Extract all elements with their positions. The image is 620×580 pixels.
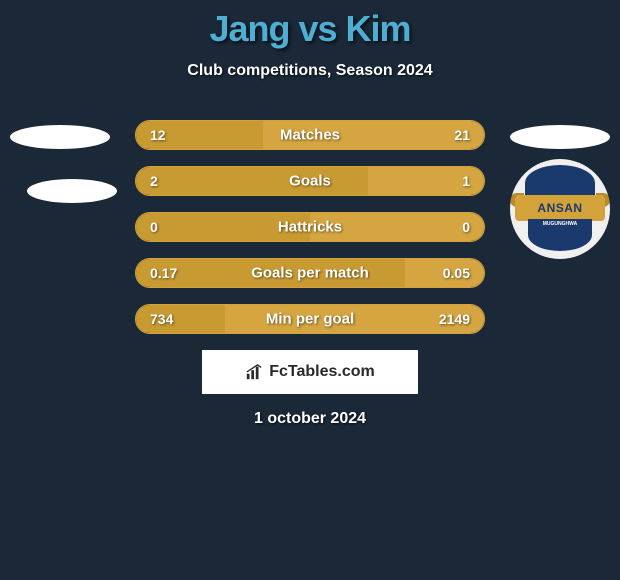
bar-segment-left (136, 167, 368, 195)
comparison-bars: Matches1221Goals21Hattricks00Goals per m… (135, 120, 485, 334)
club-badge: ANSAN MUGUNGHWA (510, 159, 610, 259)
bar-label: Goals (289, 173, 331, 190)
comparison-bar: Goals 2 1 (135, 166, 485, 196)
date-label: 1 october 2024 (0, 410, 620, 428)
footer-brand-text: FcTables.com (269, 363, 375, 381)
player-left-avatar (0, 110, 120, 203)
bar-value-left: 734 (150, 311, 173, 327)
bar-value-left: 0 (150, 219, 158, 235)
badge-band: ANSAN (515, 195, 605, 221)
avatar-placeholder-ellipse (27, 179, 117, 203)
bar-value-right: 0 (462, 219, 470, 235)
comparison-bar: Hattricks 0 0 (135, 212, 485, 242)
bar-value-right: 2149 (439, 311, 470, 327)
avatar-placeholder-ellipse (10, 125, 110, 149)
bar-value-right: 21 (454, 127, 470, 143)
bar-label: Min per goal (266, 311, 354, 328)
page-title: Jang vs Kim (0, 0, 620, 50)
bar-value-left: 0.17 (150, 265, 177, 281)
comparison-bar: Goals per match 0.17 0.05 (135, 258, 485, 288)
bar-label: Hattricks (278, 219, 342, 236)
bar-value-right: 0.05 (443, 265, 470, 281)
badge-crest-bottom: MUGUNGHWA (528, 219, 592, 251)
chart-icon (245, 363, 263, 381)
bar-value-right: 1 (462, 173, 470, 189)
bar-value-left: 2 (150, 173, 158, 189)
subtitle: Club competitions, Season 2024 (0, 62, 620, 80)
avatar-placeholder-ellipse (510, 125, 610, 149)
comparison-bar: Min per goal 734 2149 (135, 304, 485, 334)
footer-attribution[interactable]: FcTables.com (202, 350, 418, 394)
bar-label: Matches (280, 127, 340, 144)
comparison-bar: Matches 12 21 (135, 120, 485, 150)
player-right-avatar: ANSAN MUGUNGHWA (500, 110, 620, 259)
bar-label: Goals per match (251, 265, 369, 282)
bar-value-left: 12 (150, 127, 166, 143)
